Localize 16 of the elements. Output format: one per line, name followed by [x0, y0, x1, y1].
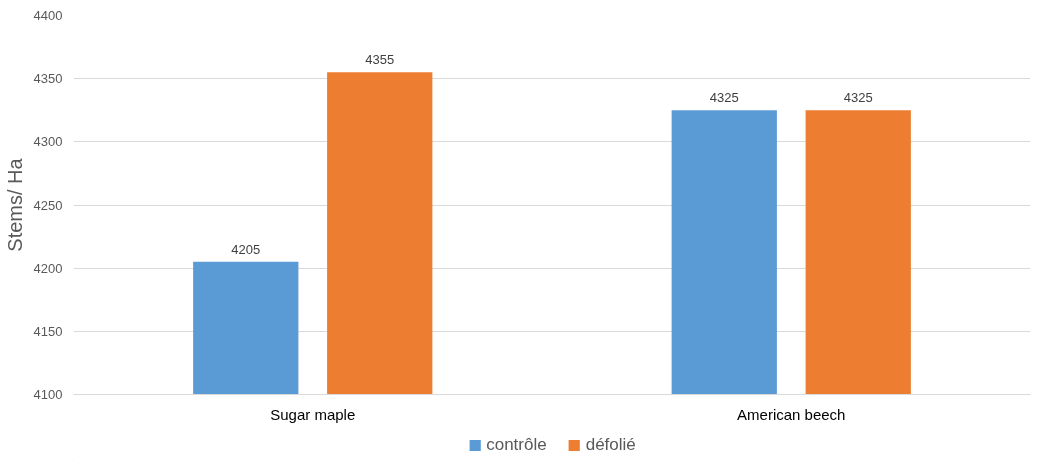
x-tick-label: Sugar maple [270, 405, 356, 423]
data-label: 4325 [709, 90, 739, 106]
y-tick-label: 4300 [33, 134, 63, 150]
y-tick-label: 4150 [33, 323, 63, 339]
legend-label: défolié [585, 435, 636, 455]
y-tick-label: 4350 [33, 71, 63, 87]
y-tick-label: 4200 [33, 260, 63, 276]
data-label: 4325 [843, 90, 873, 106]
y-axis-title: Stems/ Ha [3, 157, 26, 252]
y-tick-label: 4250 [33, 197, 63, 213]
legend-label: contrôle [486, 435, 547, 455]
data-label: 4205 [231, 241, 261, 257]
y-tick-label: 4400 [33, 8, 63, 23]
x-tick-label: American beech [737, 405, 846, 423]
y-tick-label: 4100 [33, 387, 63, 402]
data-label: 4355 [365, 52, 395, 68]
